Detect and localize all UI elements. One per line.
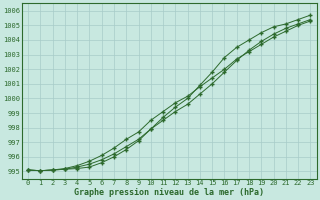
X-axis label: Graphe pression niveau de la mer (hPa): Graphe pression niveau de la mer (hPa) (74, 188, 264, 197)
